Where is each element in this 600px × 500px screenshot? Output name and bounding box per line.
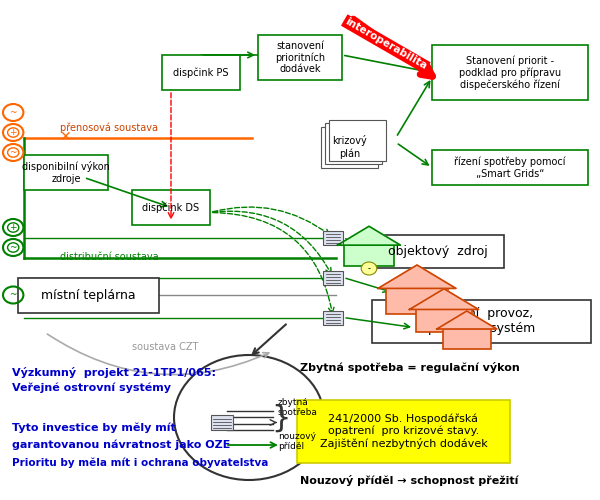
Text: ~: ~ [10,148,17,157]
FancyBboxPatch shape [323,230,343,244]
Text: +: + [10,223,17,232]
Text: místní teplárna: místní teplárna [41,288,136,302]
FancyBboxPatch shape [162,55,240,90]
Text: ~: ~ [10,108,17,117]
Text: Stanovení priorit -
podklad pro přípravu
dispečerského řízení: Stanovení priorit - podklad pro přípravu… [459,55,561,90]
FancyBboxPatch shape [416,310,472,332]
Text: Nouzový příděl → schopnost přežití: Nouzový příděl → schopnost přežití [300,476,518,486]
Text: krizový
plán: krizový plán [332,136,367,158]
FancyBboxPatch shape [443,329,491,349]
FancyBboxPatch shape [329,120,386,160]
Text: nouzový
příděl: nouzový příděl [278,432,316,451]
FancyBboxPatch shape [323,310,343,324]
FancyBboxPatch shape [372,300,591,343]
Text: ✕: ✕ [59,130,71,144]
Polygon shape [437,311,497,329]
Text: garantovanou návratnost jako OZE: garantovanou návratnost jako OZE [12,440,230,450]
Text: stanovení
prioritních
dodávek: stanovení prioritních dodávek [275,40,325,74]
FancyBboxPatch shape [344,245,394,266]
Text: Výzkumný  projekt 21-1TP1/065:: Výzkumný projekt 21-1TP1/065: [12,367,216,378]
Text: Tyto investice by měly mít: Tyto investice by měly mít [12,422,176,432]
Text: objektový  zdroj: objektový zdroj [388,244,488,258]
FancyBboxPatch shape [258,35,342,80]
Text: dispčink PS: dispčink PS [173,67,229,78]
Text: ~: ~ [10,243,17,252]
FancyBboxPatch shape [432,150,588,185]
Text: }: } [271,404,290,433]
FancyBboxPatch shape [372,235,504,268]
FancyBboxPatch shape [18,278,159,312]
Polygon shape [337,226,401,245]
FancyBboxPatch shape [386,288,448,314]
Text: řízení spotřeby pomocí
„Smart Grids“: řízení spotřeby pomocí „Smart Grids“ [454,156,566,178]
FancyBboxPatch shape [211,415,233,430]
FancyBboxPatch shape [432,45,588,100]
Text: +: + [10,128,17,137]
Text: ~: ~ [10,290,17,300]
Text: Veřejné ostrovní systémy: Veřejné ostrovní systémy [12,382,171,393]
FancyBboxPatch shape [132,190,210,225]
FancyBboxPatch shape [321,126,378,168]
Circle shape [361,262,377,275]
Polygon shape [409,289,479,310]
Text: 241/2000 Sb. Hospodářská
opatrení  pro krizové stavy.
Zajištění nezbytných dodáv: 241/2000 Sb. Hospodářská opatrení pro kr… [320,414,487,449]
Polygon shape [378,265,456,288]
Text: zbytná
spotřeba: zbytná spotřeba [278,398,317,417]
FancyBboxPatch shape [325,123,382,164]
Text: přenosová soustava: přenosová soustava [60,122,158,132]
Text: distribuční soustava: distribuční soustava [60,252,158,262]
Text: -: - [367,264,371,273]
FancyBboxPatch shape [323,270,343,284]
Text: ostrovní  provoz,
přídělový systém: ostrovní provoz, přídělový systém [428,307,535,335]
Text: soustava CZT: soustava CZT [132,342,199,352]
Text: interoperabilita: interoperabilita [343,16,428,72]
Text: dispčink DS: dispčink DS [142,202,200,212]
FancyBboxPatch shape [24,155,108,190]
Text: Zbytná spotřeba = regulační výkon: Zbytná spotřeba = regulační výkon [300,362,520,373]
Text: disponibilní výkon
zdroje: disponibilní výkon zdroje [22,161,110,184]
Text: Prioritu by měla mít i ochrana obyvatelstva: Prioritu by měla mít i ochrana obyvatels… [12,457,268,468]
FancyBboxPatch shape [297,400,510,462]
